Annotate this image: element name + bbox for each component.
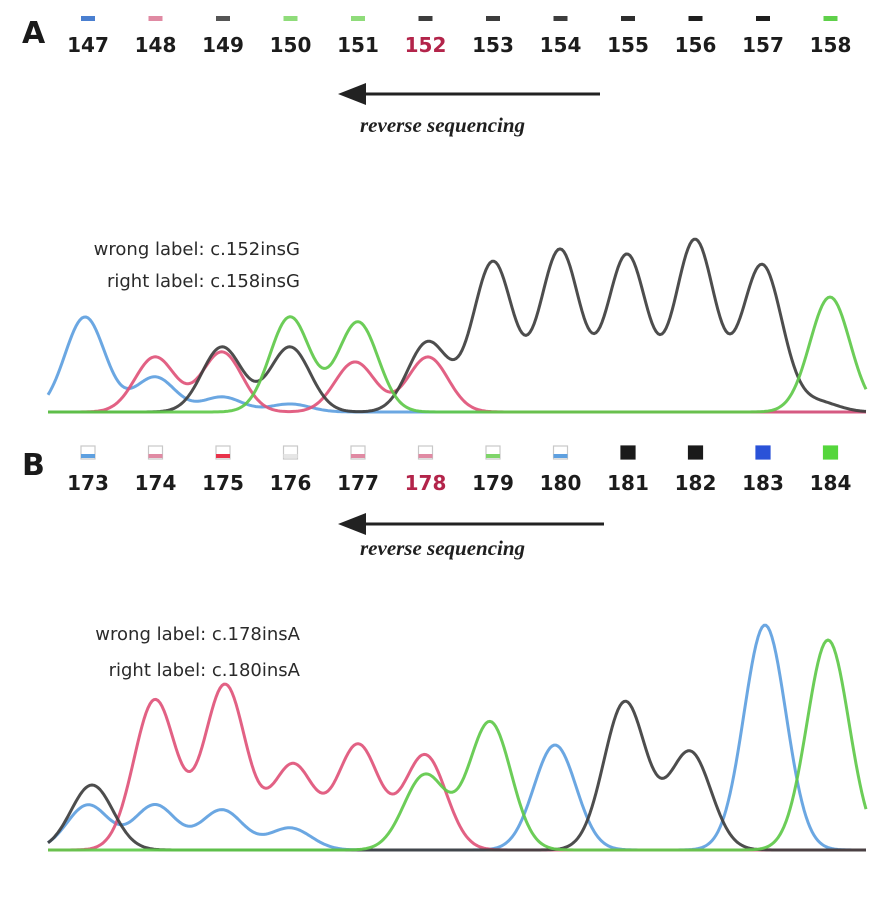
base-marker-underline — [351, 454, 365, 458]
base-marker — [81, 16, 95, 21]
base-marker-underline — [283, 454, 298, 458]
position-label-152: 152 — [404, 33, 447, 57]
panel-a-arrow-caption: reverse sequencing — [360, 113, 526, 137]
position-label-156: 156 — [674, 33, 717, 57]
panel-a-letter: A — [22, 16, 46, 51]
base-marker — [486, 16, 500, 21]
trace-a — [47, 623, 866, 852]
trace-g — [48, 237, 867, 414]
position-label-153: 153 — [472, 33, 514, 57]
base-marker-underline — [418, 454, 433, 458]
position-label-147: 147 — [67, 33, 109, 57]
position-label-175: 175 — [202, 471, 244, 495]
panel-a-direction-arrow — [338, 83, 600, 105]
base-marker — [283, 16, 298, 21]
panel-b-right-label: right label: c.180insA — [108, 660, 300, 681]
trace-a — [46, 315, 866, 414]
position-label-183: 183 — [742, 471, 784, 495]
base-marker-underline — [148, 454, 163, 458]
position-label-180: 180 — [539, 471, 582, 495]
position-label-155: 155 — [607, 33, 649, 57]
position-label-154: 154 — [539, 33, 582, 57]
base-marker — [756, 16, 770, 21]
panel-b-letter: B — [22, 448, 45, 483]
base-marker-underline — [81, 454, 95, 458]
position-label-179: 179 — [472, 471, 514, 495]
position-label-150: 150 — [269, 33, 312, 57]
position-label-178: 178 — [404, 471, 447, 495]
base-marker-underline — [553, 454, 568, 458]
base-marker — [755, 445, 771, 460]
position-label-181: 181 — [607, 471, 649, 495]
panel-b-arrow-caption: reverse sequencing — [360, 536, 526, 560]
trace-c — [48, 350, 866, 414]
base-marker — [620, 445, 636, 460]
base-marker — [351, 16, 365, 21]
position-label-182: 182 — [674, 471, 717, 495]
base-marker — [688, 16, 703, 21]
position-label-157: 157 — [742, 33, 784, 57]
base-marker — [687, 445, 704, 460]
panel-b-base-markers — [80, 445, 839, 460]
base-marker — [823, 16, 838, 21]
base-marker — [621, 16, 635, 21]
panel-b-direction-arrow — [338, 513, 604, 535]
panel-a-base-markers — [81, 16, 838, 21]
position-label-177: 177 — [337, 471, 379, 495]
base-marker — [148, 16, 163, 21]
position-label-174: 174 — [134, 471, 177, 495]
panel-a-wrong-label: wrong label: c.152insG — [93, 239, 300, 260]
trace-t — [48, 295, 868, 414]
position-label-149: 149 — [202, 33, 244, 57]
position-label-148: 148 — [134, 33, 177, 57]
position-label-184: 184 — [809, 471, 852, 495]
base-marker-underline — [216, 454, 230, 458]
base-marker — [822, 445, 839, 460]
base-marker — [216, 16, 230, 21]
position-label-158: 158 — [809, 33, 852, 57]
base-marker — [418, 16, 433, 21]
panel-b-chromatogram — [47, 623, 868, 852]
position-label-173: 173 — [67, 471, 109, 495]
position-label-176: 176 — [269, 471, 312, 495]
panel-a-chromatogram — [46, 237, 868, 414]
trace-t — [48, 638, 868, 852]
panel-a-right-label: right label: c.158insG — [106, 271, 300, 292]
panel-b-wrong-label: wrong label: c.178insA — [95, 624, 300, 645]
base-marker — [553, 16, 568, 21]
position-label-151: 151 — [337, 33, 379, 57]
base-marker-underline — [486, 454, 500, 458]
